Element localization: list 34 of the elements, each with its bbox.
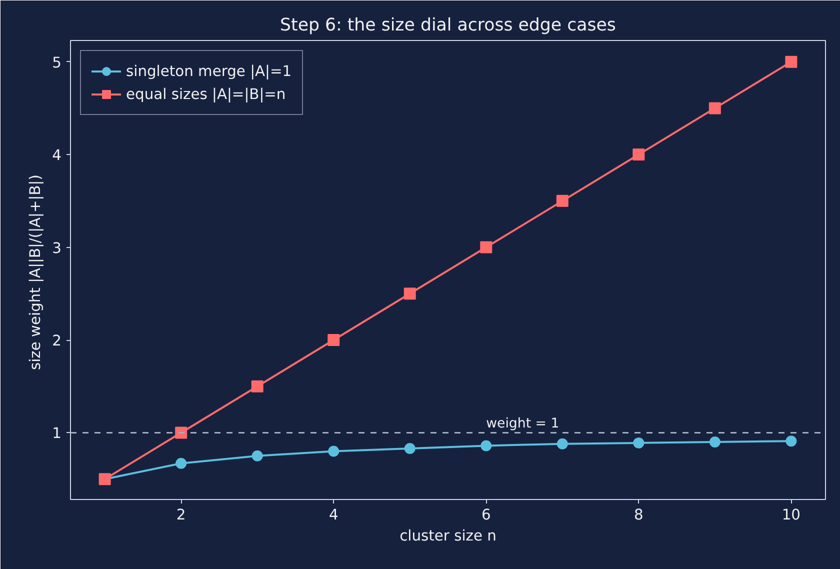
- legend-label: equal sizes |A|=|B|=n: [126, 86, 286, 102]
- x-axis-title: cluster size n: [400, 528, 496, 544]
- chart-title: Step 6: the size dial across edge cases: [280, 16, 616, 36]
- x-tick-label: 4: [328, 506, 338, 524]
- point: [176, 458, 187, 469]
- point: [633, 437, 644, 448]
- point: [480, 440, 492, 452]
- x-tick-label: 6: [481, 506, 491, 524]
- point: [708, 102, 721, 114]
- point: [404, 288, 416, 300]
- point: [556, 438, 568, 450]
- y-tick-label: 1: [52, 425, 62, 442]
- point: [480, 241, 492, 254]
- point: [328, 334, 340, 346]
- y-tick-label: 4: [52, 147, 62, 164]
- y-tick-label: 3: [52, 240, 62, 257]
- point: [709, 436, 720, 448]
- point: [556, 194, 568, 207]
- y-tick-label: 2: [52, 332, 62, 350]
- y-tick-label: 5: [52, 54, 62, 72]
- ref-line-label: weight = 1: [486, 416, 560, 432]
- point: [632, 148, 645, 161]
- point: [175, 426, 188, 439]
- point: [404, 443, 416, 454]
- point: [252, 450, 263, 462]
- x-tick-label: 10: [782, 506, 801, 524]
- x-tick-label: 2: [176, 506, 186, 524]
- legend-label: singleton merge |A|=1: [126, 62, 292, 80]
- point: [251, 380, 264, 392]
- point: [328, 446, 340, 457]
- point: [785, 56, 798, 68]
- y-axis-title: size weight |A||B|/(|A|+|B|): [27, 174, 44, 370]
- x-tick-label: 8: [634, 506, 644, 524]
- point: [786, 436, 797, 447]
